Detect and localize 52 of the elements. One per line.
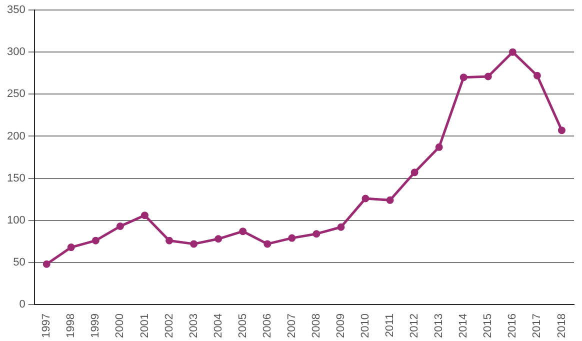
y-tick-label: 300 — [6, 46, 26, 58]
point — [140, 212, 148, 220]
point — [166, 236, 174, 244]
x-tick-label: 2005 — [236, 314, 249, 338]
x-tick-label: 1997 — [40, 314, 53, 338]
x-tick-label: 2010 — [360, 314, 372, 338]
point — [288, 234, 296, 242]
point — [264, 240, 272, 248]
x-tick-label: 2018 — [556, 314, 568, 338]
x-tick-label: 2016 — [506, 314, 519, 338]
point — [190, 240, 198, 248]
point — [214, 235, 222, 243]
point — [435, 143, 443, 151]
point — [484, 72, 492, 80]
x-tick-label: 2000 — [114, 314, 126, 338]
point — [362, 194, 370, 202]
x-tick-label: 2012 — [408, 314, 421, 338]
x-tick-label: 1999 — [90, 314, 102, 338]
point — [337, 223, 345, 231]
x-tick-label: 2008 — [310, 314, 322, 338]
y-tick-label: 200 — [6, 130, 26, 142]
x-tick-label: 2017 — [531, 314, 544, 338]
x-tick-label: 2002 — [163, 314, 176, 338]
y-tick-label: 350 — [6, 4, 26, 16]
point — [460, 74, 468, 82]
y-tick-label: 250 — [6, 88, 26, 100]
x-tick-label: 1998 — [65, 314, 78, 338]
y-tick-label: 100 — [6, 214, 26, 226]
y-tick-label: 150 — [6, 172, 26, 184]
point — [92, 236, 100, 244]
x-tick-label: 2001 — [138, 314, 151, 338]
point — [239, 228, 247, 236]
x-tick-label: 2015 — [482, 314, 494, 338]
point — [558, 126, 566, 134]
point — [42, 260, 50, 268]
x-tick-label: 2003 — [188, 314, 200, 338]
y-tick-label: 0 — [19, 298, 26, 311]
point — [386, 196, 394, 204]
x-tick-label: 2007 — [286, 314, 298, 338]
point — [533, 72, 541, 80]
point — [410, 168, 418, 176]
x-tick-label: 2011 — [384, 314, 396, 338]
point — [312, 230, 320, 238]
y-tick-label: 50 — [13, 256, 26, 268]
point — [67, 244, 75, 252]
point — [508, 48, 516, 56]
x-tick-label: 2013 — [433, 314, 446, 338]
x-tick-label: 2004 — [212, 314, 224, 338]
x-tick-label: 2006 — [261, 314, 274, 338]
x-tick-label: 2014 — [458, 314, 470, 338]
x-tick-label: 2009 — [335, 314, 347, 338]
point — [116, 222, 124, 230]
